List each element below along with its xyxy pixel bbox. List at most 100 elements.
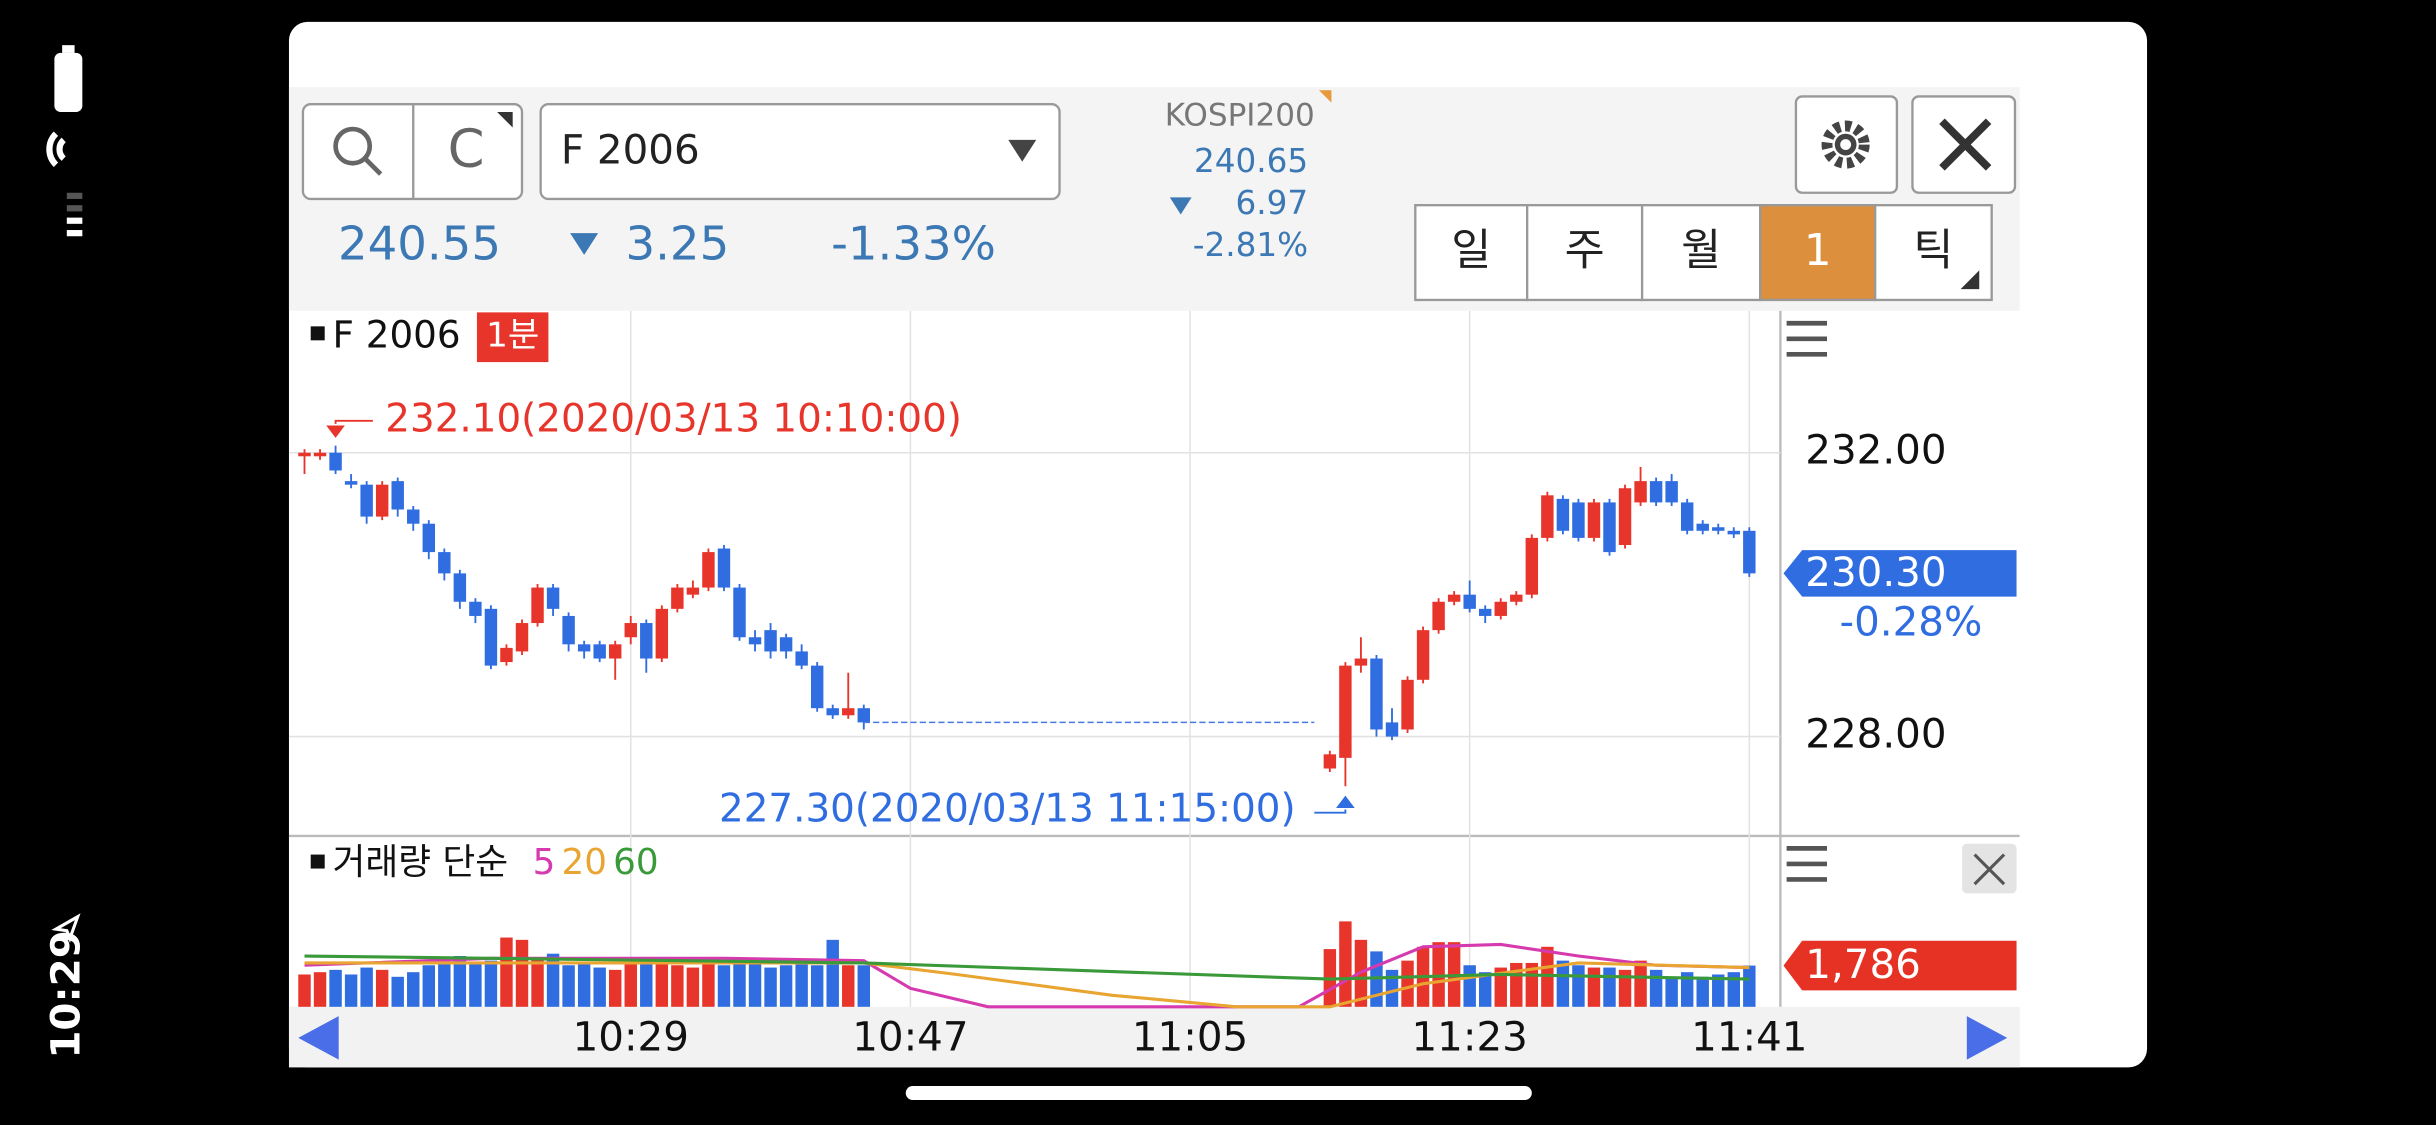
c-button[interactable]: C: [448, 119, 485, 180]
candle-body: [1525, 537, 1539, 595]
volume-bar: [391, 976, 404, 1007]
volume-bar: [360, 967, 373, 1007]
candle-body: [1665, 481, 1678, 503]
index-price: 240.65: [1194, 142, 1308, 180]
volume-bar: [733, 962, 746, 1007]
interval: 1분: [486, 316, 539, 356]
index-change-pct: -2.81%: [1193, 226, 1308, 264]
low-leader: [1314, 809, 1347, 814]
search-buttons[interactable]: C: [301, 103, 524, 201]
x-tick-label: 10:29: [573, 1013, 689, 1060]
signal-bar: [66, 205, 83, 212]
period-button[interactable]: [1759, 204, 1877, 302]
x-tick-label: 11:05: [1132, 1013, 1248, 1060]
volume-bar: [1432, 942, 1445, 1007]
legend-square: [310, 854, 325, 869]
ma-legend: 20: [562, 842, 607, 883]
volume-bar: [702, 958, 715, 1007]
candle-body: [360, 484, 373, 517]
x-tick-label: 10:47: [852, 1013, 968, 1060]
scroll-right[interactable]: [1966, 1016, 2008, 1060]
candle-body: [453, 573, 467, 602]
candle-body: [717, 548, 731, 588]
low-annotation: 227.30(2020/03/13 11:15:00): [719, 787, 1296, 832]
menu-icon[interactable]: [1786, 320, 1827, 882]
volume-bar: [1618, 969, 1632, 1007]
candle-body: [842, 708, 855, 716]
candle-body: [733, 587, 746, 638]
ma-line: [304, 961, 1750, 1009]
candle-body: [1354, 658, 1368, 666]
volume-bar: [344, 974, 358, 1007]
candle-body: [764, 630, 777, 652]
candle-body: [1447, 594, 1461, 602]
high-leader: [334, 419, 373, 424]
volume-bar: [577, 962, 591, 1007]
candle-body: [531, 587, 544, 624]
volume-bar: [531, 958, 544, 1007]
ma-legend: 60: [613, 842, 658, 883]
candle-body: [593, 644, 606, 659]
interval-badge: [476, 312, 549, 363]
symbol-dropdown[interactable]: [539, 103, 1061, 201]
volume-bar: [1727, 972, 1740, 1007]
candle-body: [671, 587, 684, 609]
candle-body: [1463, 594, 1476, 609]
change: 3.25: [625, 217, 729, 271]
signal-bar: [66, 192, 83, 199]
candle-body: [624, 623, 637, 638]
index-change: 6.97: [1235, 184, 1308, 222]
period-button[interactable]: [1414, 204, 1529, 302]
corner-mark: [1960, 270, 1980, 290]
price-tag: [1783, 550, 2017, 597]
search-icon[interactable]: [333, 126, 373, 166]
volume-bar: [640, 960, 653, 1007]
volume-bar: [546, 953, 560, 1007]
volume-bar: [857, 965, 870, 1007]
volume-bar: [748, 960, 762, 1007]
price-change: -0.28%: [1840, 599, 1983, 646]
candle-body: [515, 623, 529, 652]
candle-body: [1385, 722, 1399, 737]
x-tick-label: 11:23: [1411, 1013, 1527, 1060]
candle-body: [826, 708, 839, 716]
volume-bar: [1603, 967, 1616, 1007]
y-tick-label: 228.00: [1805, 711, 1946, 758]
candle-body: [1743, 530, 1756, 574]
location-icon: [51, 913, 81, 943]
candle-body: [1416, 630, 1430, 680]
candle-body: [1572, 502, 1585, 538]
period-button[interactable]: [1640, 204, 1762, 302]
volume-bar: [593, 967, 606, 1007]
candle-body: [577, 644, 591, 652]
x-axis-bar: [288, 1006, 2020, 1068]
volume-bar: [1494, 967, 1507, 1007]
scroll-left[interactable]: [298, 1016, 339, 1060]
period-label: 틱: [1913, 226, 1953, 276]
status-bar: 10:29: [42, 45, 89, 1059]
period-label: 1: [1804, 226, 1832, 276]
signal-bar: [66, 230, 83, 237]
candle-body: [484, 608, 498, 666]
volume-bar: [1572, 965, 1585, 1007]
candle-body: [375, 484, 389, 517]
battery-tip: [62, 45, 75, 53]
candle-body: [407, 509, 420, 524]
candle-body: [1727, 530, 1740, 535]
candle-body: [1339, 665, 1352, 758]
volume-bar: [484, 960, 498, 1007]
candle-body: [469, 601, 482, 616]
signal-bar: [66, 217, 83, 224]
volume-bar: [810, 965, 824, 1007]
candle-body: [1323, 754, 1337, 769]
volume-bar: [655, 962, 669, 1007]
candle-body: [1712, 527, 1725, 531]
candle-body: [1432, 601, 1445, 631]
y-tick-label: 232.00: [1805, 427, 1946, 474]
volume-bar: [500, 937, 513, 1007]
volume-tag-label: 1,786: [1805, 941, 1921, 988]
dropdown-arrow[interactable]: [1008, 139, 1037, 162]
volume-bar: [826, 939, 839, 1007]
candle-body: [1680, 502, 1694, 531]
